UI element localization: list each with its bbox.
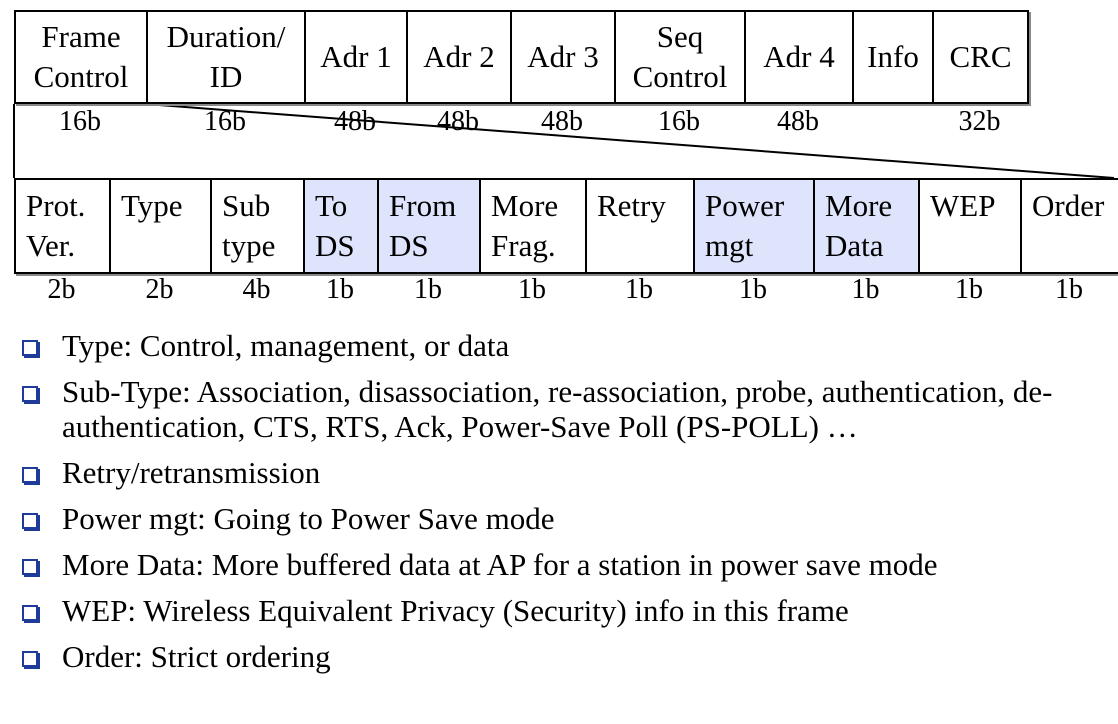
frame-field-adr-4: Adr 4 <box>744 10 854 104</box>
control-field-type: Type <box>109 178 212 274</box>
connector-diagonal-line <box>145 103 1115 179</box>
frame-field-size-label: 48b <box>437 106 479 137</box>
square-bullet-icon <box>22 651 38 667</box>
frame-field-adr-2: Adr 2 <box>406 10 512 104</box>
control-field-power-mgt: Power mgt <box>693 178 815 274</box>
control-field-size-label: 1b <box>625 274 653 305</box>
frame-field-size-label: 16b <box>59 106 101 137</box>
control-field-size-label: 1b <box>851 274 880 305</box>
list-item: Type: Control, management, or data <box>0 328 1118 363</box>
list-item: Retry/retransmission <box>0 455 1118 490</box>
square-bullet-icon <box>22 513 38 529</box>
control-field-size-label: 1b <box>326 274 354 305</box>
list-item: Power mgt: Going to Power Save mode <box>0 501 1118 536</box>
control-field-size-label: 4b <box>242 274 271 305</box>
frame-field-size-label: 16b <box>658 106 700 137</box>
control-field-order: Order <box>1020 178 1118 274</box>
list-item: Sub-Type: Association, disassociation, r… <box>0 374 1118 444</box>
square-bullet-icon <box>22 340 38 356</box>
list-item: WEP: Wireless Equivalent Privacy (Securi… <box>0 593 1118 628</box>
frame-field-frame-control: Frame Control <box>14 10 148 104</box>
control-field-size-label: 1b <box>955 274 983 305</box>
frame-field-seq-control: Seq Control <box>614 10 746 104</box>
frame-field-adr-1: Adr 1 <box>304 10 408 104</box>
control-field-size-label: 1b <box>739 274 767 305</box>
control-field-size-label: 2b <box>47 274 76 305</box>
list-item: More Data: More buffered data at AP for … <box>0 547 1118 582</box>
control-field-size-label: 1b <box>518 274 546 305</box>
control-field-retry: Retry <box>585 178 695 274</box>
field-descriptions-list: Type: Control, management, or data Sub-T… <box>0 328 1118 685</box>
control-field-size-label: 2b <box>145 274 174 305</box>
control-field-sub-type: Sub type <box>210 178 305 274</box>
control-field-from-ds: From DS <box>377 178 481 274</box>
control-field-more-data: More Data <box>813 178 920 274</box>
frame-field-crc: CRC <box>932 10 1029 104</box>
control-field-wep: WEP <box>918 178 1022 274</box>
frame-field-size-label: 48b <box>334 106 376 137</box>
control-field-prot-ver: Prot. Ver. <box>14 178 111 274</box>
square-bullet-icon <box>22 559 38 575</box>
control-field-size-label: 1b <box>414 274 442 305</box>
square-bullet-icon <box>22 386 38 402</box>
frame-field-size-label: 16b <box>204 106 246 137</box>
control-field-more-frag: More Frag. <box>479 178 587 274</box>
frame-field-size-label: 32b <box>958 106 1001 137</box>
square-bullet-icon <box>22 467 38 483</box>
square-bullet-icon <box>22 605 38 621</box>
control-field-to-ds: To DS <box>303 178 379 274</box>
control-field-size-label: 1b <box>1055 274 1083 305</box>
frame-field-info: Info <box>852 10 934 104</box>
frame-field-adr-3: Adr 3 <box>510 10 616 104</box>
list-item: Order: Strict ordering <box>0 639 1118 674</box>
frame-field-size-label: 48b <box>541 106 583 137</box>
frame-field-size-label: 48b <box>777 106 819 137</box>
frame-field-duration-id: Duration/ ID <box>146 10 306 104</box>
